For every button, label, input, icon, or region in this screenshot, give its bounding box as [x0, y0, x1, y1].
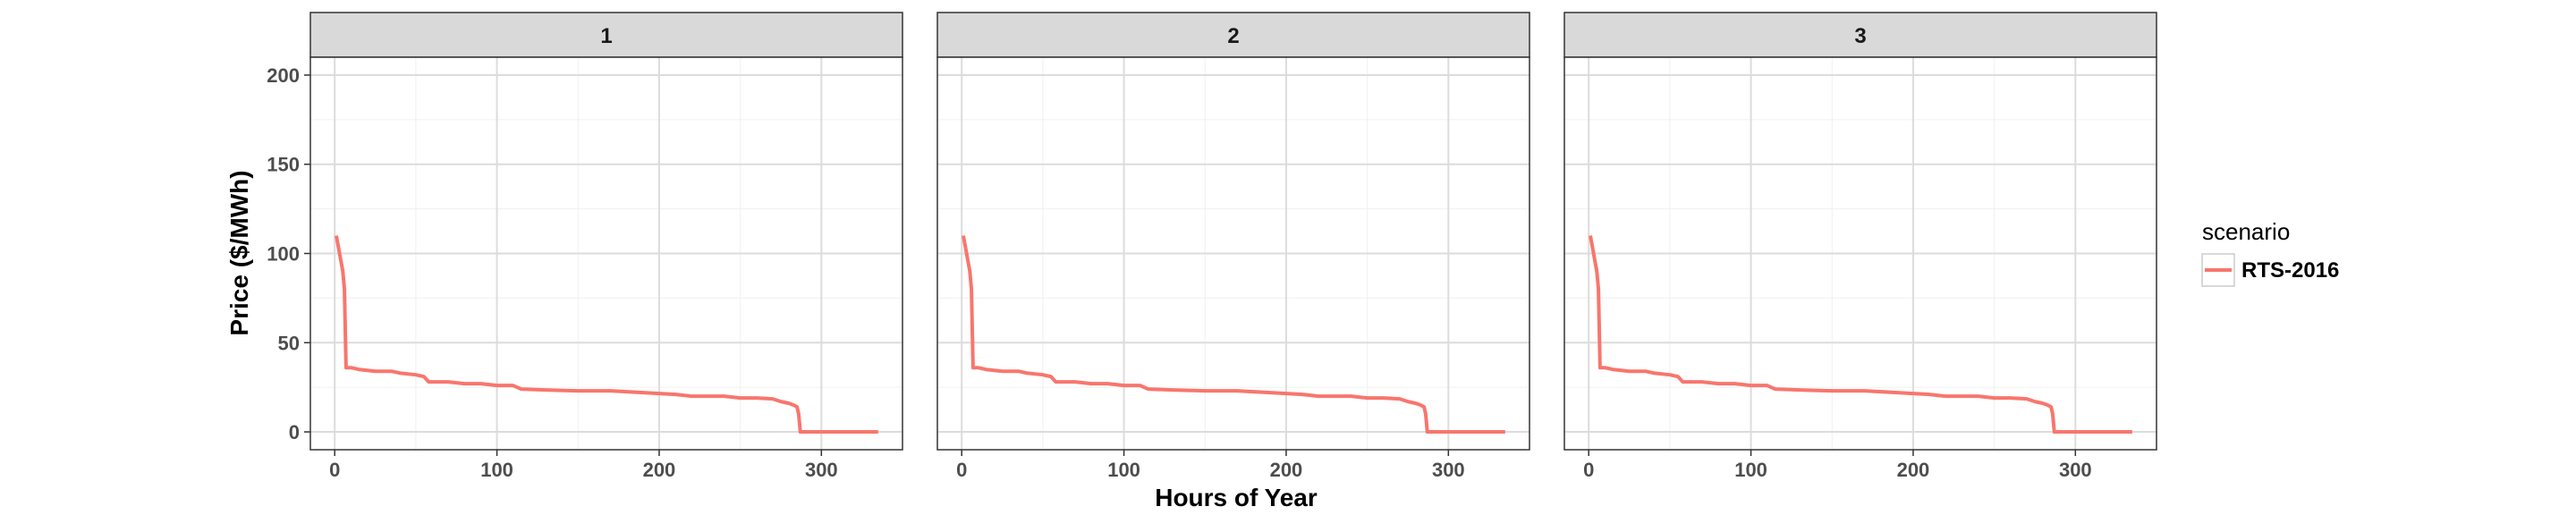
series-line-RTS-2016: [962, 235, 1505, 435]
panel-2: 2 0 100 200 300: [936, 12, 1530, 481]
x-tick-label: 100: [1107, 459, 1140, 481]
series-line-RTS-2016: [1589, 235, 2132, 435]
y-tick-label: 50: [278, 332, 300, 354]
legend-label-series: RTS-2016: [2241, 258, 2339, 283]
panel-1: 1 0 100 200 300 0 50 100 150 200: [267, 12, 903, 481]
panel-strip-label: 3: [1854, 24, 1866, 48]
panel-strip: [309, 12, 903, 58]
panel-strip: [1563, 12, 2157, 58]
y-tick-label: 200: [267, 64, 300, 87]
y-axis-title: Price ($/MWh): [225, 170, 253, 335]
x-axis-title: Hours of Year: [1155, 484, 1318, 511]
x-tick-label: 300: [2059, 459, 2092, 481]
x-tick-label: 200: [1270, 459, 1303, 481]
panel-border: [1563, 56, 2157, 451]
x-tick-label: 200: [643, 459, 676, 481]
panel-border: [936, 56, 1530, 451]
series-line-RTS-2016: [335, 235, 878, 435]
legend: scenario RTS-2016: [2201, 218, 2339, 287]
y-tick-label: 100: [267, 243, 300, 266]
x-tick-label: 0: [956, 459, 967, 481]
x-tick-label: 100: [1734, 459, 1767, 481]
y-tick-label: 150: [267, 154, 300, 176]
panel-strip-label: 2: [1227, 24, 1239, 48]
panel-3: 3 0 100 200 300: [1563, 12, 2157, 481]
x-tick-label: 200: [1897, 459, 1930, 481]
panel-strip-label: 1: [600, 24, 612, 48]
x-tick-label: 0: [329, 459, 340, 481]
y-tick-label: 0: [289, 421, 300, 443]
x-tick-label: 300: [805, 459, 838, 481]
x-tick-label: 100: [480, 459, 513, 481]
legend-title: scenario: [2202, 218, 2290, 245]
x-tick-label: 0: [1583, 459, 1594, 481]
x-tick-label: 300: [1432, 459, 1465, 481]
